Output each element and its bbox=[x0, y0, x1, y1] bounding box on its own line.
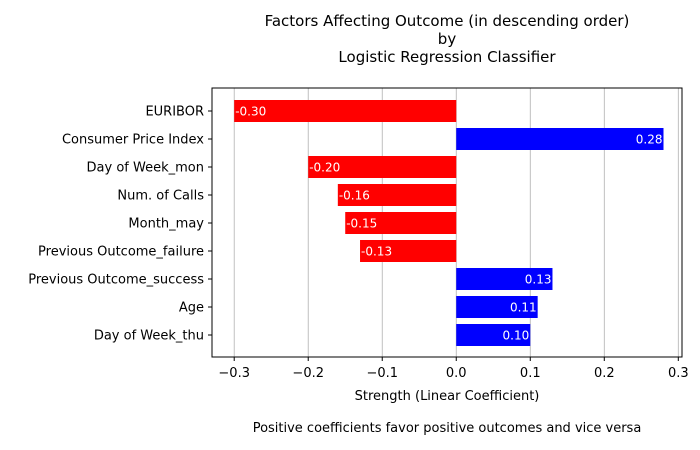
bar-value-label-5: -0.13 bbox=[361, 245, 392, 259]
y-tick-label-7: Age bbox=[179, 301, 204, 316]
x-tick-label-1: −0.2 bbox=[292, 366, 324, 381]
chart-title-line-3: Logistic Regression Classifier bbox=[338, 48, 556, 66]
x-tick-label-0: −0.3 bbox=[218, 366, 250, 381]
bar-5 bbox=[360, 240, 457, 262]
bar-value-label-7: 0.11 bbox=[510, 301, 537, 315]
x-tick-label-4: 0.1 bbox=[520, 366, 541, 381]
y-tick-label-2: Day of Week_mon bbox=[87, 161, 204, 176]
y-tick-label-5: Previous Outcome_failure bbox=[38, 245, 204, 260]
chart-title-line-2: by bbox=[438, 30, 457, 48]
y-tick-label-8: Day of Week_thu bbox=[94, 329, 204, 344]
chart-title-line-1: Factors Affecting Outcome (in descending… bbox=[265, 12, 630, 30]
bar-6 bbox=[456, 268, 553, 290]
y-tick-label-3: Num. of Calls bbox=[117, 189, 204, 204]
x-tick-label-6: 0.3 bbox=[668, 366, 689, 381]
bar-1 bbox=[456, 128, 664, 150]
chart-caption: Positive coefficients favor positive out… bbox=[253, 421, 642, 436]
x-axis-label: Strength (Linear Coefficient) bbox=[355, 389, 540, 404]
bar-7 bbox=[456, 296, 538, 318]
x-axis-ticks: −0.3 −0.2 −0.1 0.0 0.1 0.2 0.3 bbox=[218, 357, 689, 381]
y-tick-label-4: Month_may bbox=[128, 217, 204, 232]
bar-value-label-6: 0.13 bbox=[525, 273, 552, 287]
y-tick-label-0: EURIBOR bbox=[145, 105, 204, 120]
y-tick-label-1: Consumer Price Index bbox=[62, 133, 204, 148]
bar-value-label-8: 0.10 bbox=[503, 329, 530, 343]
chart-title: Factors Affecting Outcome (in descending… bbox=[265, 12, 630, 66]
bar-value-label-1: 0.28 bbox=[636, 133, 663, 147]
bar-value-labels: -0.30 0.28 -0.20 -0.16 -0.15 -0.13 0.13 0.11 0.1… bbox=[235, 105, 662, 343]
bar-value-label-3: -0.16 bbox=[339, 189, 370, 203]
bar-8 bbox=[456, 324, 531, 346]
bar-0 bbox=[234, 100, 457, 122]
x-tick-label-3: 0.0 bbox=[446, 366, 467, 381]
y-axis-ticks: EURIBOR Consumer Price Index Day of Week_m… bbox=[28, 105, 212, 344]
y-tick-label-6: Previous Outcome_success bbox=[28, 273, 204, 288]
bars bbox=[234, 100, 664, 346]
bar-2 bbox=[308, 156, 457, 178]
x-tick-label-2: −0.1 bbox=[366, 366, 398, 381]
bar-value-label-4: -0.15 bbox=[346, 217, 377, 231]
bar-value-label-2: -0.20 bbox=[309, 161, 340, 175]
bar-4 bbox=[345, 212, 457, 234]
bar-3 bbox=[337, 184, 457, 206]
x-tick-label-5: 0.2 bbox=[594, 366, 615, 381]
bar-value-label-0: -0.30 bbox=[235, 105, 266, 119]
